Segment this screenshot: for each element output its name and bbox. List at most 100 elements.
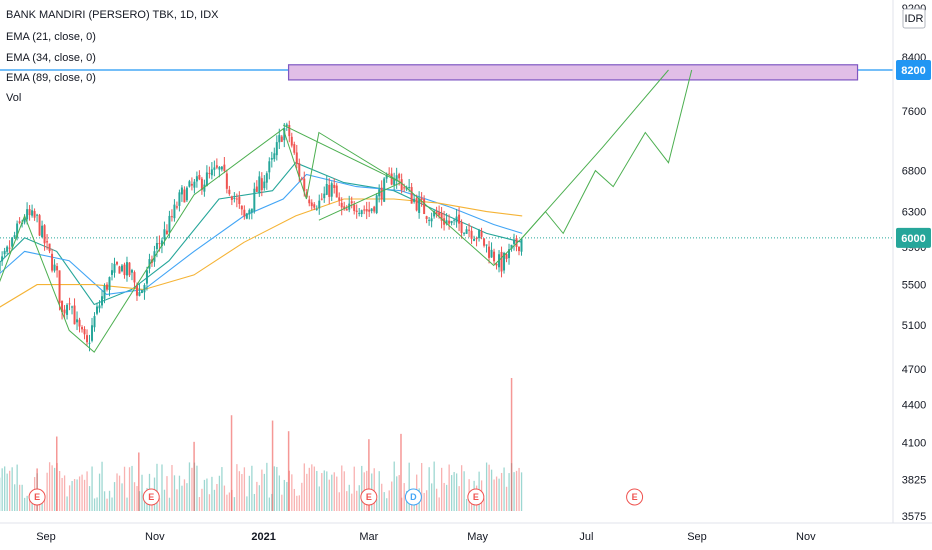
earnings-event[interactable]: E <box>467 488 485 506</box>
candle <box>433 209 436 219</box>
time-tick-label: Nov <box>145 531 165 543</box>
volume-bar <box>183 479 186 511</box>
candle-body <box>495 263 498 266</box>
volume-bar <box>443 482 445 511</box>
candle-body <box>58 270 61 303</box>
candle <box>490 242 493 258</box>
earnings-event[interactable]: E <box>360 488 378 506</box>
volume-bar <box>168 497 171 511</box>
price-tick-label: 4400 <box>902 399 926 411</box>
indicator-ema34[interactable]: EMA (34, close, 0) <box>6 52 96 64</box>
volume-bar <box>520 472 523 511</box>
volume-bar <box>438 497 440 511</box>
candle <box>280 134 283 143</box>
ema-line-34 <box>0 173 523 295</box>
candle <box>125 256 128 282</box>
candle <box>348 195 351 213</box>
volume-bar <box>311 464 313 511</box>
volume-bar <box>326 471 328 511</box>
candle <box>18 217 21 225</box>
candle-body <box>380 187 383 200</box>
volume-bar <box>218 475 221 511</box>
candle-body <box>270 157 273 160</box>
candle-body <box>123 264 126 276</box>
candle <box>91 317 94 343</box>
earnings-event[interactable]: E <box>626 488 644 506</box>
candle-body <box>250 208 253 213</box>
candle <box>513 233 516 251</box>
ema-line-89 <box>0 198 523 308</box>
volume-bar <box>388 490 390 511</box>
earnings-event[interactable]: E <box>142 488 160 506</box>
indicator-volume[interactable]: Vol <box>6 92 22 104</box>
volume-bar <box>201 488 203 511</box>
volume-bar <box>276 466 278 511</box>
volume-bar <box>121 483 123 511</box>
candle-body <box>398 174 401 179</box>
volume-bar <box>493 479 495 511</box>
volume-bar <box>253 493 256 511</box>
candle-body <box>298 163 301 177</box>
volume-bar <box>321 473 323 511</box>
candle-body <box>418 198 421 213</box>
candle <box>53 259 56 273</box>
candle-body <box>490 249 493 258</box>
candle-body <box>295 152 298 164</box>
candle-body <box>293 144 296 153</box>
candle-body <box>26 209 29 220</box>
candle-body <box>0 262 1 272</box>
candle <box>300 176 303 181</box>
candle <box>295 144 298 169</box>
candle <box>178 189 181 212</box>
volume-bar <box>303 463 305 511</box>
candle <box>190 177 193 191</box>
candle-body <box>308 199 311 204</box>
indicator-ema21[interactable]: EMA (21, close, 0) <box>6 31 96 43</box>
volume-bar <box>91 466 93 511</box>
volume-bar <box>306 473 308 511</box>
volume-bar <box>26 495 28 511</box>
candle <box>143 283 146 300</box>
candle-body <box>170 216 173 218</box>
volume-bar <box>213 489 216 511</box>
candle-body <box>485 244 488 246</box>
candle-body <box>101 296 104 306</box>
candle <box>26 202 29 225</box>
time-tick-label: 2021 <box>251 531 275 543</box>
candle <box>318 194 321 215</box>
volume-bar <box>206 478 208 511</box>
volume-bar <box>458 486 460 511</box>
earnings-event[interactable]: E <box>28 488 46 506</box>
candle-body <box>110 270 113 275</box>
candle <box>66 303 69 320</box>
candle <box>265 171 268 190</box>
candle-body <box>278 135 281 143</box>
indicator-ema89[interactable]: EMA (89, close, 0) <box>6 72 96 84</box>
event-label: E <box>632 492 638 502</box>
event-circle <box>360 488 378 506</box>
candle-body <box>263 181 266 189</box>
volume-bar <box>331 474 333 511</box>
volume-bar <box>211 476 213 511</box>
candle-body <box>23 219 26 223</box>
candle <box>478 228 481 242</box>
candle-body <box>188 181 191 187</box>
candle <box>31 204 34 218</box>
candle <box>78 317 81 333</box>
candle-body <box>208 172 211 174</box>
volume-bar <box>338 492 340 511</box>
volume-bar <box>378 471 380 511</box>
volume-bar <box>221 467 223 511</box>
candle-body <box>130 270 133 273</box>
candle <box>16 220 19 241</box>
volume-bar <box>505 486 508 511</box>
volume-bar <box>58 471 61 511</box>
candle-body <box>53 264 56 271</box>
dividend-event[interactable]: D <box>404 488 422 506</box>
candle-body <box>36 214 39 216</box>
candle-body <box>283 128 286 141</box>
candle-body <box>505 254 508 259</box>
candle <box>73 298 76 325</box>
volume-bar <box>263 473 266 511</box>
